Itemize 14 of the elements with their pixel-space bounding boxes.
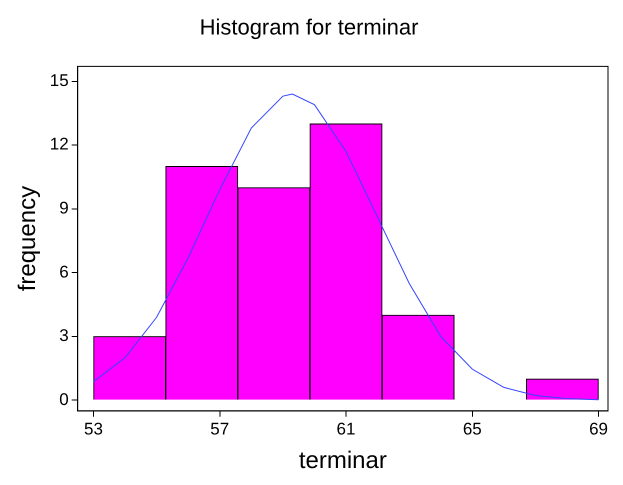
chart-title: Histogram for terminar [200,14,418,40]
y-axis-title: frequency [14,186,42,292]
x-tick-label: 69 [589,420,608,439]
y-tick-label: 3 [59,326,69,346]
x-tick-label: 65 [462,420,482,439]
y-tick-label: 9 [59,198,69,218]
y-tick-label: 6 [59,262,69,282]
x-axis-title: terminar [298,447,387,474]
y-tick-label: 0 [59,390,69,409]
y-tick-label: 15 [50,70,69,90]
x-tick-label: 53 [84,420,103,439]
x-tick-label: 57 [210,420,230,439]
y-tick-label: 12 [50,134,69,154]
x-tick-label: 61 [336,420,356,439]
